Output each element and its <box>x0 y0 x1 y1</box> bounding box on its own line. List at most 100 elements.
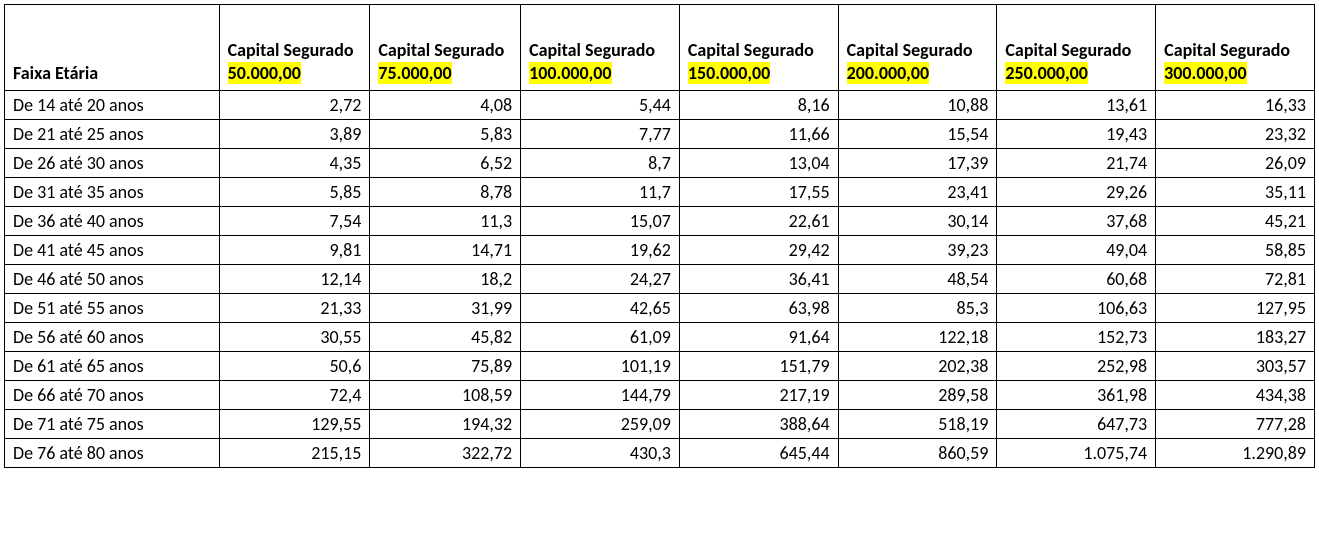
value-cell: 91,64 <box>679 323 838 352</box>
value-cell: 42,65 <box>521 294 680 323</box>
value-cell: 29,42 <box>679 236 838 265</box>
age-range-cell: De 31 até 35 anos <box>5 178 220 207</box>
value-cell: 183,27 <box>1156 323 1315 352</box>
value-cell: 75,89 <box>370 352 521 381</box>
value-cell: 18,2 <box>370 265 521 294</box>
value-cell: 388,64 <box>679 410 838 439</box>
value-cell: 4,08 <box>370 91 521 120</box>
table-row: De 71 até 75 anos129,55194,32259,09388,6… <box>5 410 1315 439</box>
value-cell: 13,61 <box>997 91 1156 120</box>
header-capital-1: Capital Segurado75.000,00 <box>370 5 521 91</box>
header-age-range-label: Faixa Etária <box>13 62 98 84</box>
value-cell: 14,71 <box>370 236 521 265</box>
value-cell: 7,54 <box>219 207 370 236</box>
age-range-cell: De 21 até 25 anos <box>5 120 220 149</box>
value-cell: 39,23 <box>838 236 997 265</box>
value-cell: 72,4 <box>219 381 370 410</box>
value-cell: 289,58 <box>838 381 997 410</box>
header-capital-amount: 50.000,00 <box>228 62 301 84</box>
age-range-cell: De 71 até 75 anos <box>5 410 220 439</box>
value-cell: 17,39 <box>838 149 997 178</box>
value-cell: 22,61 <box>679 207 838 236</box>
value-cell: 50,6 <box>219 352 370 381</box>
header-capital-label: Capital Segurado <box>529 39 671 62</box>
value-cell: 49,04 <box>997 236 1156 265</box>
value-cell: 23,41 <box>838 178 997 207</box>
table-row: De 31 até 35 anos5,858,7811,717,5523,412… <box>5 178 1315 207</box>
header-capital-label: Capital Segurado <box>378 39 512 62</box>
header-capital-amount: 100.000,00 <box>529 62 611 84</box>
value-cell: 1.290,89 <box>1156 439 1315 468</box>
value-cell: 19,43 <box>997 120 1156 149</box>
value-cell: 129,55 <box>219 410 370 439</box>
value-cell: 252,98 <box>997 352 1156 381</box>
value-cell: 6,52 <box>370 149 521 178</box>
table-row: De 26 até 30 anos4,356,528,713,0417,3921… <box>5 149 1315 178</box>
header-capital-amount: 150.000,00 <box>688 62 770 84</box>
table-row: De 51 até 55 anos21,3331,9942,6563,9885,… <box>5 294 1315 323</box>
value-cell: 322,72 <box>370 439 521 468</box>
value-cell: 15,54 <box>838 120 997 149</box>
value-cell: 11,7 <box>521 178 680 207</box>
value-cell: 518,19 <box>838 410 997 439</box>
value-cell: 11,3 <box>370 207 521 236</box>
value-cell: 194,32 <box>370 410 521 439</box>
value-cell: 9,81 <box>219 236 370 265</box>
age-range-cell: De 36 até 40 anos <box>5 207 220 236</box>
table-row: De 76 até 80 anos215,15322,72430,3645,44… <box>5 439 1315 468</box>
age-range-cell: De 61 até 65 anos <box>5 352 220 381</box>
value-cell: 61,09 <box>521 323 680 352</box>
age-range-cell: De 66 até 70 anos <box>5 381 220 410</box>
table-row: De 46 até 50 anos12,1418,224,2736,4148,5… <box>5 265 1315 294</box>
header-capital-amount: 200.000,00 <box>847 62 929 84</box>
value-cell: 72,81 <box>1156 265 1315 294</box>
table-header-row: Faixa EtáriaCapital Segurado50.000,00Cap… <box>5 5 1315 91</box>
value-cell: 259,09 <box>521 410 680 439</box>
header-capital-2: Capital Segurado100.000,00 <box>521 5 680 91</box>
table-row: De 61 até 65 anos50,675,89101,19151,7920… <box>5 352 1315 381</box>
value-cell: 31,99 <box>370 294 521 323</box>
value-cell: 127,95 <box>1156 294 1315 323</box>
value-cell: 777,28 <box>1156 410 1315 439</box>
header-capital-amount: 75.000,00 <box>378 62 451 84</box>
age-range-cell: De 46 até 50 anos <box>5 265 220 294</box>
value-cell: 30,55 <box>219 323 370 352</box>
value-cell: 16,33 <box>1156 91 1315 120</box>
age-range-cell: De 56 até 60 anos <box>5 323 220 352</box>
value-cell: 3,89 <box>219 120 370 149</box>
value-cell: 8,16 <box>679 91 838 120</box>
value-cell: 12,14 <box>219 265 370 294</box>
value-cell: 11,66 <box>679 120 838 149</box>
value-cell: 144,79 <box>521 381 680 410</box>
value-cell: 4,35 <box>219 149 370 178</box>
table-row: De 36 até 40 anos7,5411,315,0722,6130,14… <box>5 207 1315 236</box>
value-cell: 8,78 <box>370 178 521 207</box>
value-cell: 361,98 <box>997 381 1156 410</box>
value-cell: 151,79 <box>679 352 838 381</box>
header-capital-label: Capital Segurado <box>228 39 362 62</box>
value-cell: 8,7 <box>521 149 680 178</box>
value-cell: 202,38 <box>838 352 997 381</box>
value-cell: 26,09 <box>1156 149 1315 178</box>
value-cell: 434,38 <box>1156 381 1315 410</box>
header-capital-6: Capital Segurado300.000,00 <box>1156 5 1315 91</box>
value-cell: 45,82 <box>370 323 521 352</box>
value-cell: 217,19 <box>679 381 838 410</box>
value-cell: 24,27 <box>521 265 680 294</box>
value-cell: 35,11 <box>1156 178 1315 207</box>
value-cell: 5,85 <box>219 178 370 207</box>
value-cell: 15,07 <box>521 207 680 236</box>
value-cell: 58,85 <box>1156 236 1315 265</box>
value-cell: 645,44 <box>679 439 838 468</box>
table-row: De 56 até 60 anos30,5545,8261,0991,64122… <box>5 323 1315 352</box>
value-cell: 21,74 <box>997 149 1156 178</box>
age-range-cell: De 76 até 80 anos <box>5 439 220 468</box>
value-cell: 45,21 <box>1156 207 1315 236</box>
header-capital-label: Capital Segurado <box>688 39 830 62</box>
value-cell: 30,14 <box>838 207 997 236</box>
table-row: De 14 até 20 anos2,724,085,448,1610,8813… <box>5 91 1315 120</box>
age-range-cell: De 26 até 30 anos <box>5 149 220 178</box>
value-cell: 48,54 <box>838 265 997 294</box>
value-cell: 19,62 <box>521 236 680 265</box>
value-cell: 101,19 <box>521 352 680 381</box>
